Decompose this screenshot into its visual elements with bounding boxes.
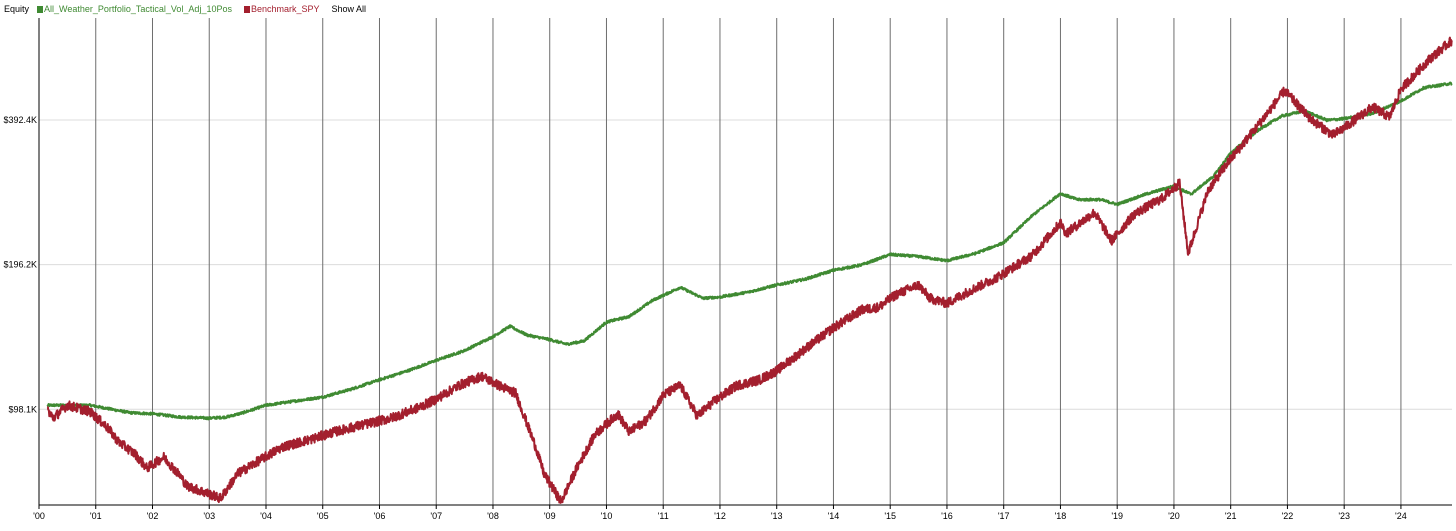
x-tick-label: '09 [544,511,556,521]
y-tick-label: $98.1K [8,404,37,414]
show-all-button[interactable]: Show All [331,4,367,14]
y-tick-label: $392.4K [3,115,37,125]
x-tick-label: '22 [1282,511,1294,521]
x-tick-label: '04 [260,511,272,521]
legend-swatch-portfolio [37,5,44,13]
legend-swatch-benchmark [243,5,250,13]
x-tick-label: '10 [601,511,613,521]
legend-title: Equity [4,4,30,14]
series-line-benchmark [46,36,1453,504]
x-tick-label: '05 [317,511,329,521]
x-tick-label: '00 [33,511,45,521]
legend-label-portfolio: All_Weather_Portfolio_Tactical_Vol_Adj_1… [44,4,232,14]
x-tick-label: '12 [714,511,726,521]
chart-legend: Equity All_Weather_Portfolio_Tactical_Vo… [4,2,366,16]
tick-label-layer: $98.1K $196.2K $392.4K '00 '01 '02 '03 '04 '05 '0… [3,115,1406,521]
x-tick-label: '03 [203,511,215,521]
x-tick-label: '17 [998,511,1010,521]
x-tick-label: '19 [1111,511,1123,521]
x-tick-label: '20 [1168,511,1180,521]
x-tick-label: '18 [1055,511,1067,521]
legend-label-benchmark: Benchmark_SPY [250,4,320,14]
x-tick-label: '21 [1225,511,1237,521]
x-tick-label: '14 [828,511,840,521]
axis-layer [38,18,1452,509]
grid-layer [39,18,1452,505]
legend-entry-benchmark[interactable]: Benchmark_SPY [243,4,320,14]
series-layer [46,36,1453,504]
x-tick-label: '02 [147,511,159,521]
x-tick-label: '08 [487,511,499,521]
x-tick-label: '24 [1395,511,1407,521]
x-tick-label: '15 [884,511,896,521]
x-tick-label: '23 [1338,511,1350,521]
x-tick-label: '11 [658,511,669,521]
x-tick-label: '01 [90,511,102,521]
x-tick-label: '06 [374,511,386,521]
x-tick-label: '13 [771,511,783,521]
legend-entry-portfolio[interactable]: All_Weather_Portfolio_Tactical_Vol_Adj_1… [37,4,232,14]
series-line-portfolio [46,81,1453,421]
x-tick-label: '07 [430,511,442,521]
x-tick-label: '16 [941,511,953,521]
y-tick-label: $196.2K [3,260,37,270]
